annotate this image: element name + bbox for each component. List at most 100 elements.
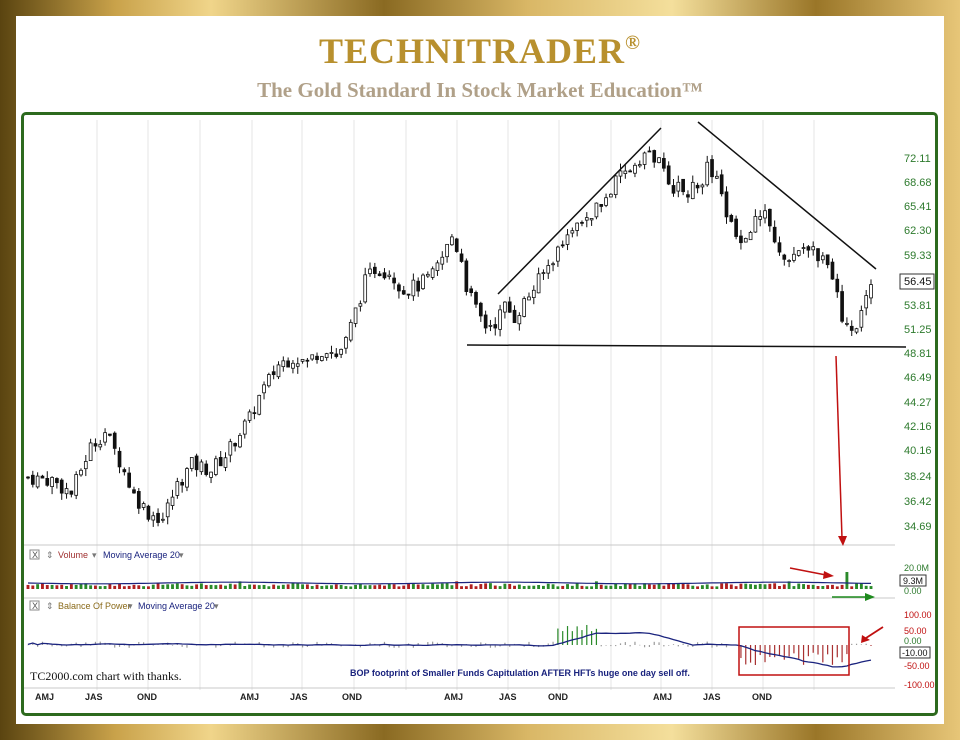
bop-bar <box>263 645 265 648</box>
volume-bar <box>609 585 613 589</box>
price-tick: 40.16 <box>904 445 932 457</box>
bop-bar <box>865 643 867 645</box>
candle-body <box>719 174 724 195</box>
bop-bar <box>807 645 809 657</box>
volume-bar <box>840 584 844 589</box>
bop-bar <box>624 642 626 645</box>
candle-body <box>734 218 738 237</box>
bop-bar <box>552 641 554 645</box>
price-tick: 36.42 <box>904 496 932 508</box>
x-tick: OND <box>137 692 158 702</box>
volume-close-button[interactable] <box>29 549 40 560</box>
bop-bar <box>687 645 689 647</box>
volume-red-arrow-head <box>823 571 834 579</box>
volume-bar <box>60 584 64 589</box>
bop-move-icon[interactable]: ⇕ <box>46 601 54 611</box>
bop-bar <box>793 645 795 654</box>
volume-bar <box>479 584 483 589</box>
last-price-label: 56.45 <box>904 276 932 288</box>
candle-body <box>575 222 579 231</box>
candle-body <box>132 489 136 494</box>
volume-bar <box>238 581 242 589</box>
volume-bar <box>103 586 107 589</box>
candle-body <box>185 468 189 488</box>
bop-dropdown-icon[interactable]: ▾ <box>128 601 133 611</box>
volume-bar <box>98 586 102 589</box>
candle-body <box>454 238 459 252</box>
candle-body <box>705 161 710 186</box>
candle-body <box>580 221 584 224</box>
support-line <box>466 344 907 348</box>
volume-bar <box>277 585 280 589</box>
volume-ma-label[interactable]: Moving Average 20 <box>103 550 180 560</box>
candle-body <box>315 355 319 361</box>
candle-body <box>382 272 387 279</box>
candle-body <box>353 307 358 324</box>
candle-body <box>228 441 233 456</box>
volume-bar <box>729 584 733 589</box>
candle-body <box>59 479 64 494</box>
bop-ma-dropdown-icon[interactable]: ▾ <box>214 601 219 611</box>
candle-body <box>165 502 170 518</box>
candle-body <box>88 442 93 462</box>
volume-bar <box>474 586 478 589</box>
volume-indicator-label[interactable]: Volume <box>58 550 88 560</box>
volume-bar <box>363 585 367 589</box>
candle-body <box>377 273 382 277</box>
volume-ma-dropdown-icon[interactable]: ▾ <box>179 550 184 560</box>
bop-bar <box>677 645 679 647</box>
bop-indicator-label[interactable]: Balance Of Power <box>58 601 131 611</box>
candle-body <box>507 301 512 313</box>
volume-bar <box>122 586 126 589</box>
bop-bar <box>672 644 675 645</box>
volume-dropdown-icon[interactable]: ▾ <box>92 550 97 560</box>
volume-bar <box>166 584 170 589</box>
bop-bar <box>783 645 785 660</box>
volume-bar <box>643 583 647 589</box>
volume-bar <box>710 586 714 589</box>
candle-body <box>758 216 763 220</box>
x-tick: AMJ <box>35 692 54 702</box>
bop-close-button[interactable] <box>29 600 40 611</box>
bop-bar <box>696 642 699 645</box>
candle-body <box>609 193 613 198</box>
candle-body <box>772 226 777 243</box>
candle-body <box>108 433 112 436</box>
bop-bar <box>615 645 617 647</box>
volume-bar <box>185 585 189 589</box>
bop-bar <box>812 645 814 653</box>
bop-bar <box>764 645 766 663</box>
bop-bar <box>851 643 853 645</box>
candle-body <box>859 310 864 328</box>
bop-bar <box>668 645 670 646</box>
volume-bar <box>431 583 435 589</box>
bop-bar <box>745 645 747 665</box>
candle-body <box>122 469 127 473</box>
bop-ma-label[interactable]: Moving Average 20 <box>138 601 215 611</box>
volume-bar <box>517 584 521 589</box>
candle-body <box>79 469 83 476</box>
candlestick-series <box>26 146 873 527</box>
volume-bar <box>599 584 603 589</box>
volume-bar <box>421 584 425 589</box>
bop-bar <box>643 645 646 648</box>
volume-bar <box>604 585 608 589</box>
volume-bar <box>816 586 820 589</box>
bop-annotation: BOP footprint of Smaller Funds Capitulat… <box>350 668 690 678</box>
bop-bar <box>379 645 381 647</box>
volume-bar <box>50 584 54 589</box>
bop-bar <box>855 643 858 645</box>
bop-bar <box>143 642 145 645</box>
candle-body <box>170 496 175 506</box>
volume-bar <box>551 584 555 589</box>
volume-bar <box>445 583 449 589</box>
candle-body <box>194 455 199 471</box>
candle-body <box>613 175 618 196</box>
red-arrow-head <box>838 536 847 546</box>
bop-bar <box>802 645 805 665</box>
volume-move-icon[interactable]: ⇕ <box>46 550 54 560</box>
candle-body <box>64 488 69 495</box>
volume-bar <box>190 585 194 589</box>
candle-body <box>488 324 493 327</box>
volume-bar <box>527 585 531 589</box>
